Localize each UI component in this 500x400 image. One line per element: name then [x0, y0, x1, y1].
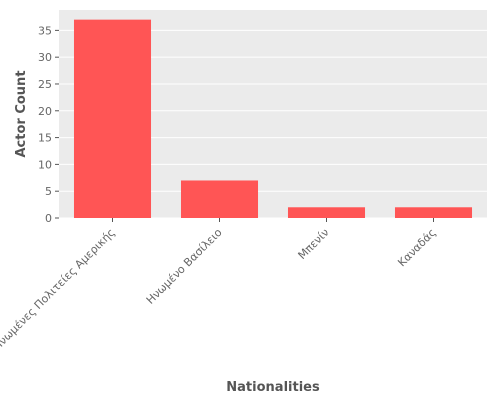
x-axis: Ηνωμένες Πολιτείες Αμερικής Ηνωμένο Βασίλ…: [0, 218, 439, 353]
y-tick-label: 15: [38, 132, 52, 145]
y-tick-label: 20: [38, 105, 52, 118]
x-tick-label: Ηνωμένες Πολιτείες Αμερικής: [0, 226, 118, 353]
bar: [73, 19, 152, 218]
y-tick-label: 5: [45, 185, 52, 198]
y-axis-title: Actor Count: [14, 70, 29, 157]
y-tick-label: 10: [38, 158, 52, 171]
x-tick-label: Μπενίν: [296, 226, 332, 262]
bar: [180, 180, 259, 218]
y-tick-label: 25: [38, 78, 52, 91]
y-tick-label: 30: [38, 51, 52, 64]
y-axis: 0 5 10 15 20 25 30 35: [38, 24, 59, 225]
bars: [73, 19, 473, 218]
x-tick-label: Καναδάς: [395, 226, 438, 269]
x-tick-label: Ηνωμένο Βασίλειο: [144, 226, 225, 307]
y-tick-label: 35: [38, 24, 52, 37]
bar: [287, 207, 366, 218]
bar: [394, 207, 473, 218]
x-axis-title: Nationalities: [226, 380, 320, 395]
y-tick-label: 0: [45, 212, 52, 225]
